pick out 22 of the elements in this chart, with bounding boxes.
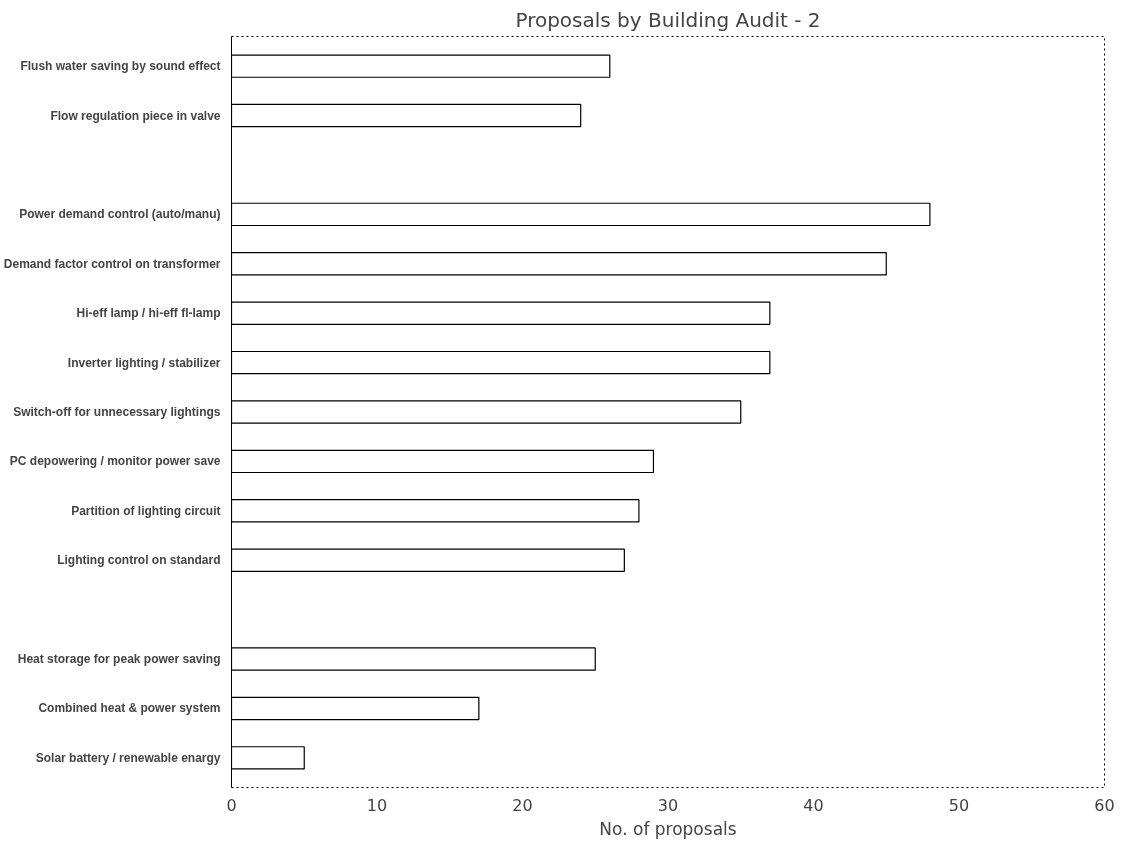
y-tick-label: PC depowering / monitor power save xyxy=(9,454,221,469)
x-tick-label: 20 xyxy=(512,795,533,815)
y-tick-label: Switch-off for unnecessary lightings xyxy=(13,405,221,419)
y-tick-label: Lighting control on standard xyxy=(57,553,221,568)
x-axis-title: No. of proposals xyxy=(599,818,737,839)
x-tick-label: 60 xyxy=(1094,795,1115,815)
y-tick-label: Demand factor control on transformer xyxy=(3,256,221,271)
y-tick-label: Partition of lighting circuit xyxy=(71,503,221,518)
x-tick-label: 0 xyxy=(226,795,237,815)
x-tick-label: 10 xyxy=(366,795,388,815)
x-tick-label: 50 xyxy=(948,795,970,815)
y-tick-label: Hi-eff lamp / hi-eff fl-lamp xyxy=(76,306,221,321)
x-tick-label: 30 xyxy=(657,795,679,815)
y-tick-label: Flush water saving by sound effect xyxy=(20,59,221,74)
chart-title: Proposals by Building Audit - 2 xyxy=(515,7,821,32)
y-tick-label: Combined heat & power system xyxy=(38,701,221,716)
x-tick-label: 40 xyxy=(803,795,824,815)
y-tick-label: Flow regulation piece in valve xyxy=(50,108,221,123)
y-tick-label: Heat storage for peak power saving xyxy=(17,652,221,667)
y-tick-label: Solar battery / renewable enargy xyxy=(35,750,221,765)
y-tick-label: Inverter lighting / stabilizer xyxy=(67,355,221,370)
y-tick-label: Power demand control (auto/manu) xyxy=(19,207,221,222)
